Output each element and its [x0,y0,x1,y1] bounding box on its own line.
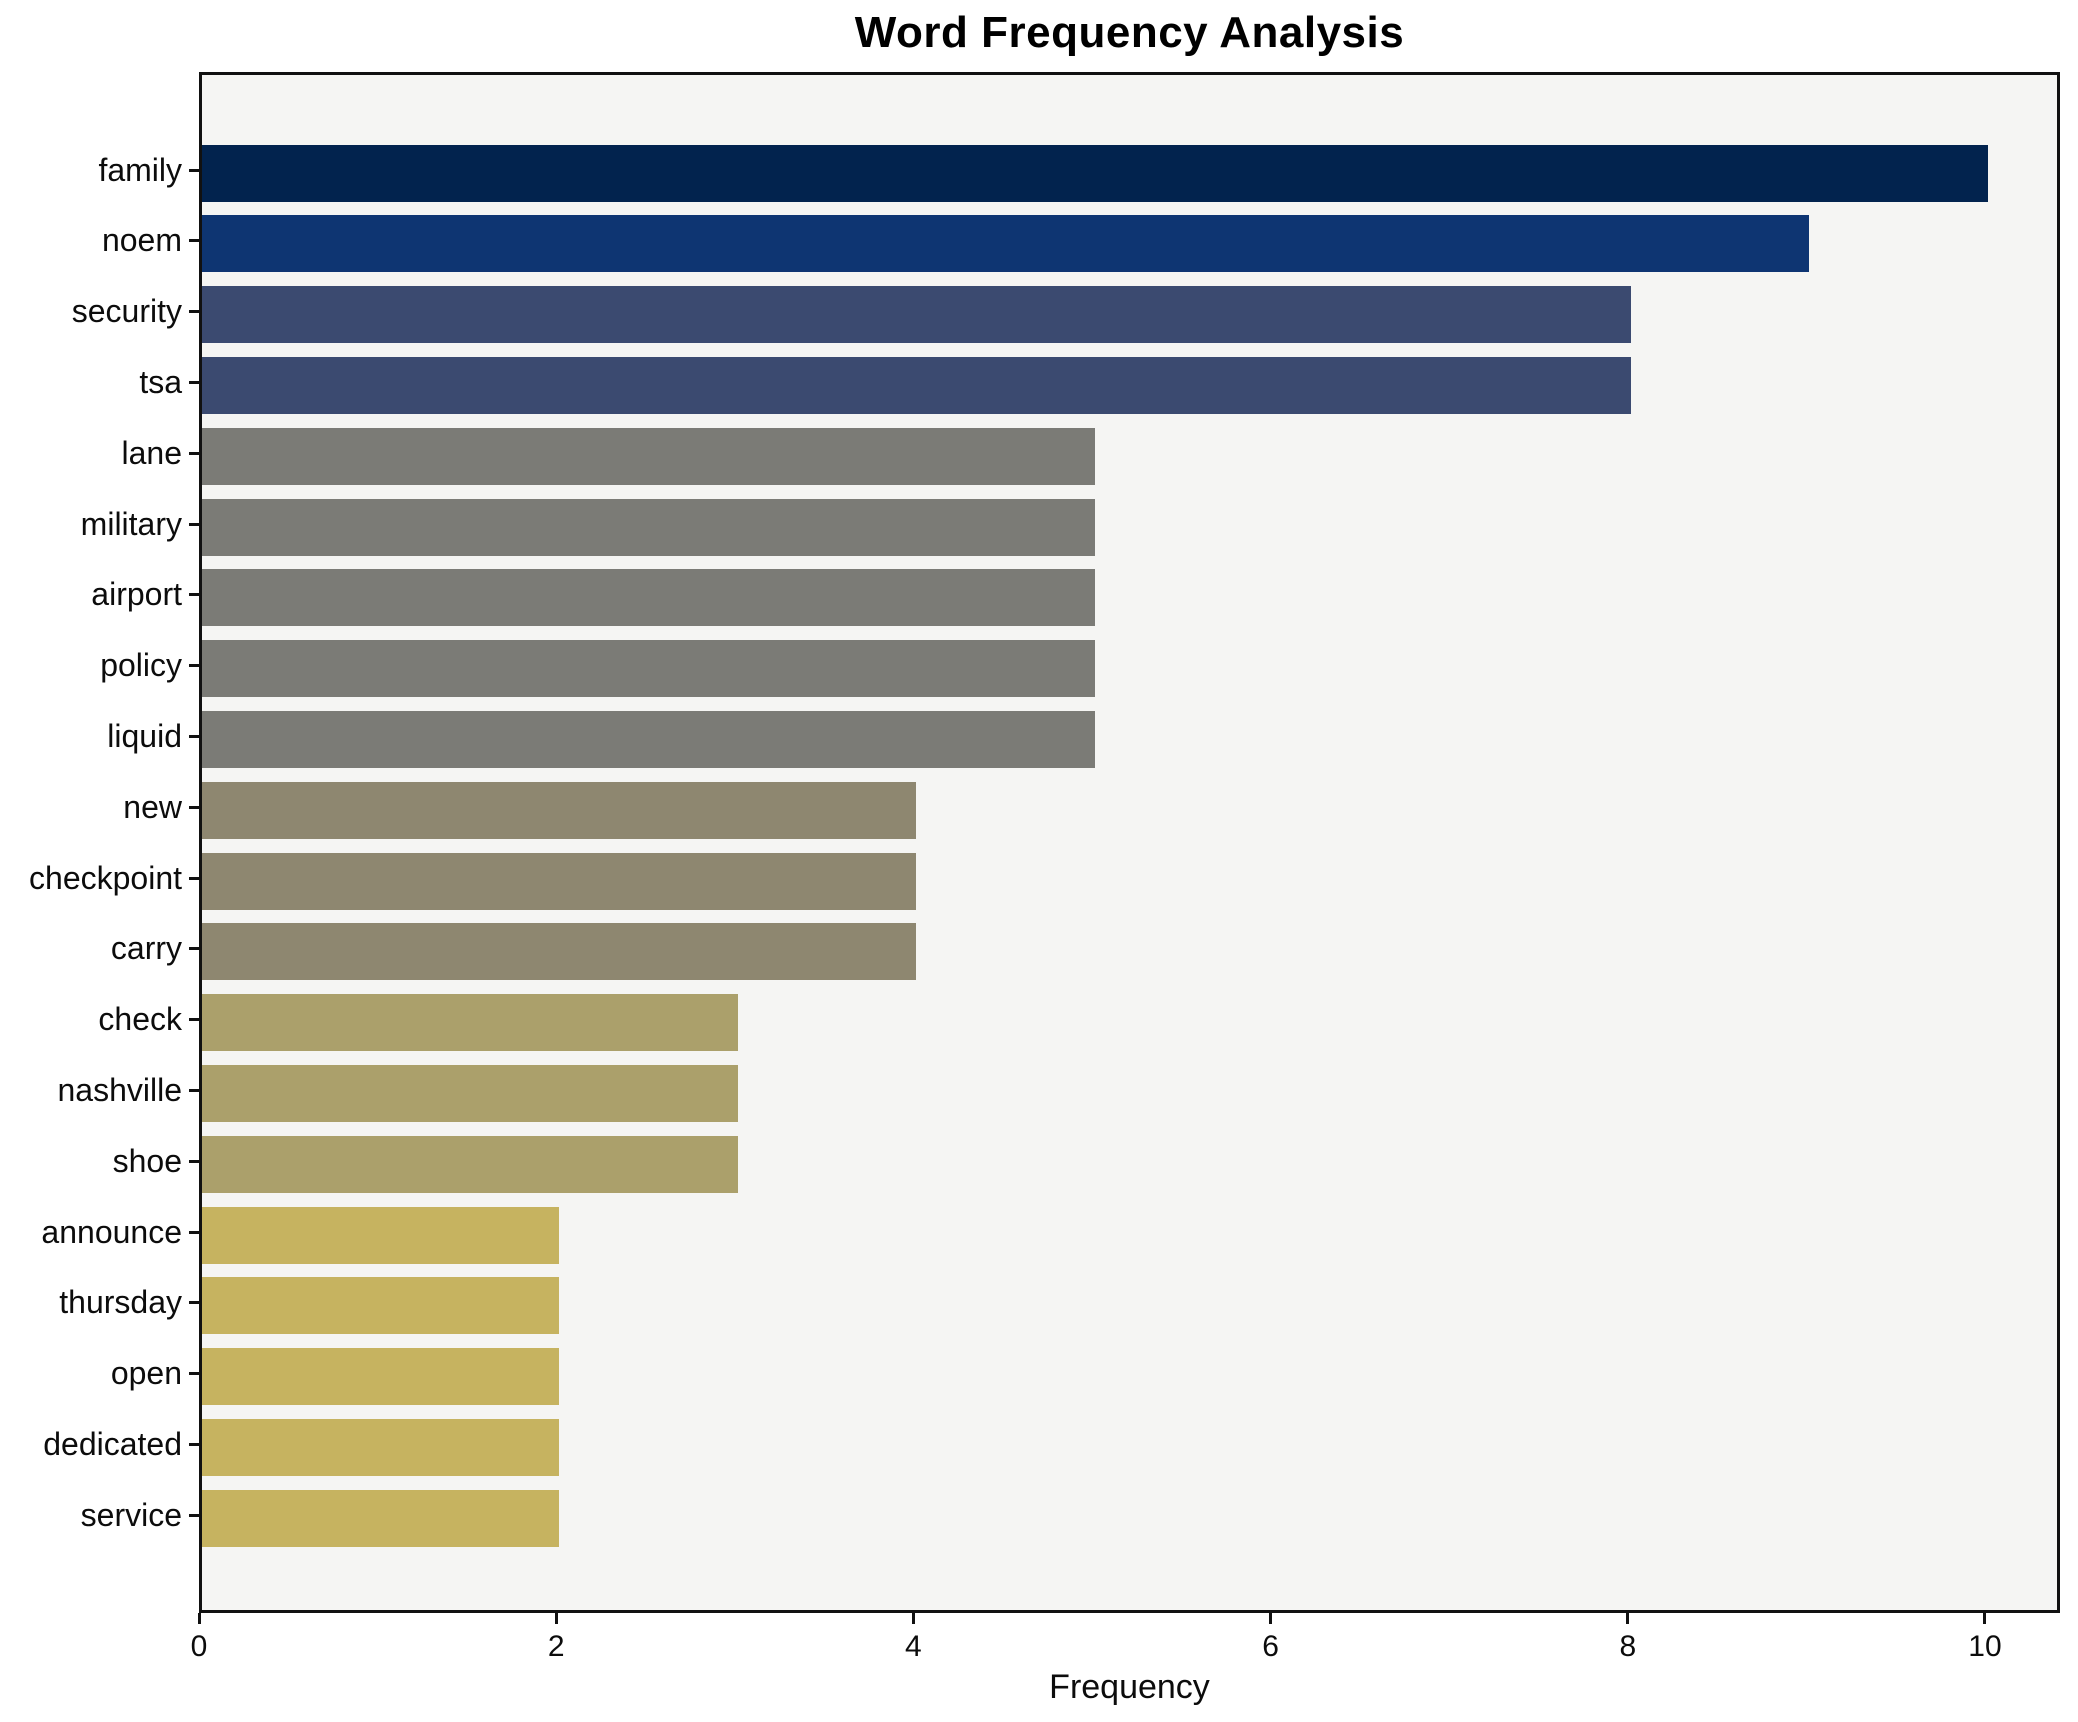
bar-policy [202,640,1095,698]
y-tick-label-service: service [80,1496,182,1533]
bar-liquid [202,710,1095,768]
x-tick-mark [1269,1613,1273,1624]
y-tick-label-nashville: nashville [57,1071,182,1108]
y-tick-label-military: military [80,505,182,542]
x-tick-label-4: 4 [905,1630,922,1663]
bar-service [202,1489,560,1547]
y-tick-mark [189,380,199,384]
y-tick-label-open: open [110,1355,182,1392]
y-tick-label-lane: lane [121,434,183,471]
bar-airport [202,569,1095,627]
y-tick-mark [189,310,199,314]
y-tick-mark [189,734,199,738]
bar-security [202,286,1631,344]
bar-noem [202,215,1810,273]
chart-title: Word Frequency Analysis [854,8,1405,57]
x-tick-mark [911,1613,915,1624]
bar-announce [202,1206,560,1264]
x-tick-label-6: 6 [1262,1630,1279,1663]
bar-check [202,994,738,1052]
y-tick-label-announce: announce [41,1213,182,1250]
y-tick-label-dedicated: dedicated [43,1425,182,1462]
y-tick-mark [189,1301,199,1305]
y-tick-mark [189,168,199,172]
y-tick-label-liquid: liquid [107,717,182,754]
y-tick-mark [189,1088,199,1092]
x-tick-mark [197,1613,201,1624]
y-tick-mark [189,1159,199,1163]
y-tick-mark [189,451,199,455]
y-tick-label-shoe: shoe [112,1142,182,1179]
y-tick-mark [189,522,199,526]
y-tick-mark [189,1513,199,1517]
bar-lane [202,427,1095,485]
x-axis-title: Frequency [1049,1668,1210,1706]
x-tick-label-8: 8 [1619,1630,1637,1663]
y-tick-mark [189,664,199,668]
y-tick-mark [189,1230,199,1234]
y-tick-mark [189,593,199,597]
y-tick-label-new: new [123,788,182,825]
bar-military [202,498,1095,556]
bar-shoe [202,1135,738,1193]
plot-area [199,72,2060,1613]
y-tick-label-family: family [98,151,182,188]
bar-family [202,144,1988,202]
y-tick-label-thursday: thursday [59,1284,182,1321]
y-tick-mark [189,239,199,243]
y-tick-mark [189,1442,199,1446]
x-tick-mark [1626,1613,1630,1624]
y-tick-label-security: security [71,293,182,330]
y-tick-label-tsa: tsa [139,363,182,400]
bar-nashville [202,1064,738,1122]
x-tick-label-2: 2 [547,1630,565,1663]
x-tick-label-10: 10 [1968,1630,2002,1663]
y-tick-mark [189,805,199,809]
y-tick-label-policy: policy [100,647,182,684]
bar-new [202,781,917,839]
y-tick-label-checkpoint: checkpoint [29,859,182,896]
bar-carry [202,923,917,981]
y-tick-label-check: check [98,1001,182,1038]
x-tick-label-0: 0 [190,1630,208,1663]
bar-thursday [202,1277,560,1335]
y-tick-mark [189,1372,199,1376]
bar-open [202,1348,560,1406]
y-tick-label-carry: carry [110,930,182,967]
bar-checkpoint [202,852,917,910]
y-tick-mark [189,876,199,880]
x-tick-mark [1983,1613,1987,1624]
bar-dedicated [202,1418,560,1476]
y-tick-mark [189,1018,199,1022]
bar-tsa [202,356,1631,414]
y-tick-label-noem: noem [101,222,182,259]
y-tick-mark [189,947,199,951]
x-tick-mark [554,1613,558,1624]
y-tick-label-airport: airport [91,576,182,613]
